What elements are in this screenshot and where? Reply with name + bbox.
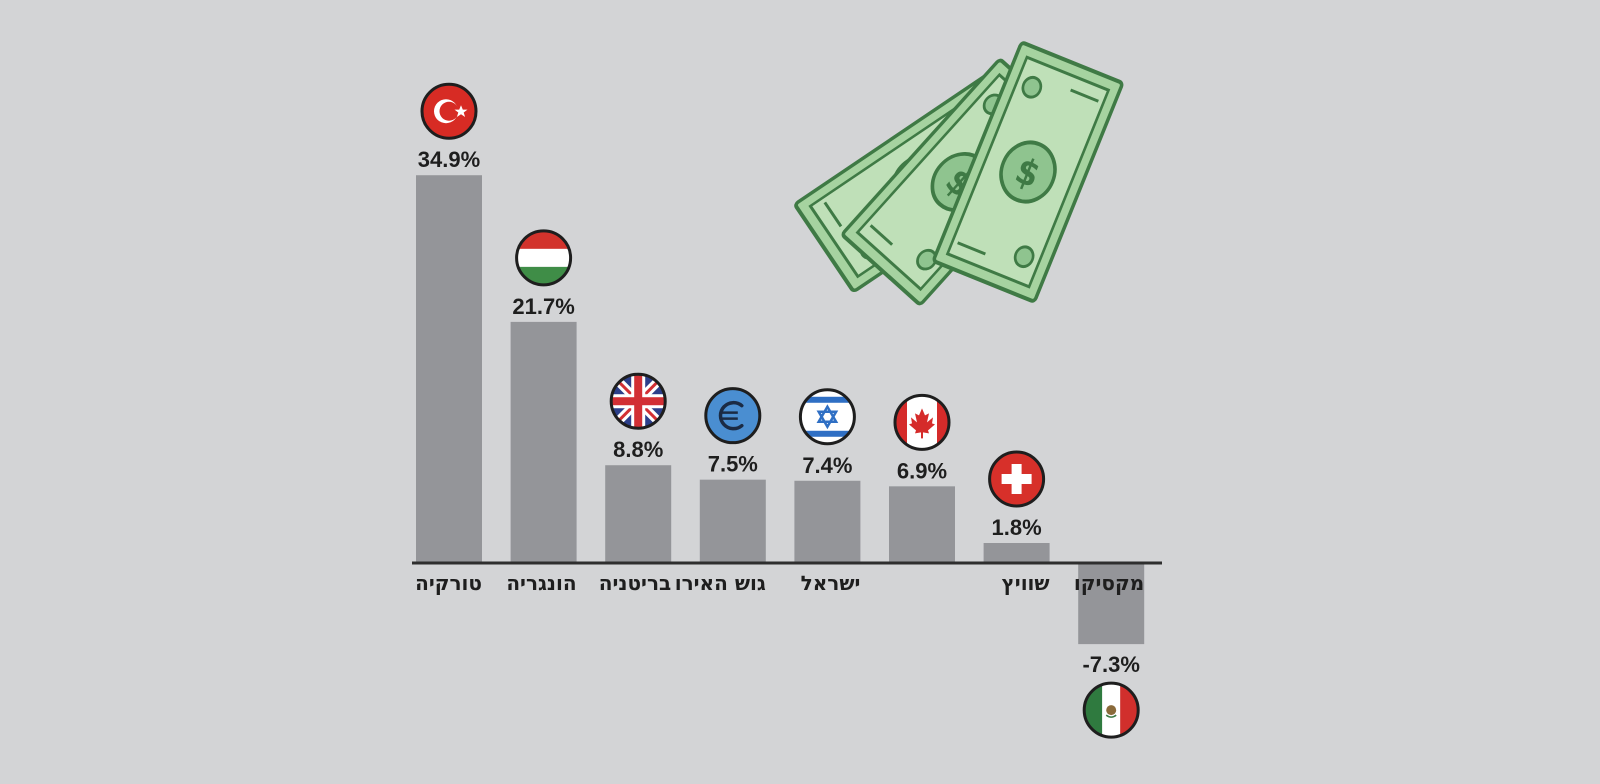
bar-3 bbox=[699, 479, 766, 563]
canada-flag-5 bbox=[893, 393, 951, 451]
bar-2 bbox=[605, 465, 672, 563]
category-label-2: בריטניה bbox=[599, 571, 671, 595]
category-label-1: הונגריה bbox=[506, 571, 576, 595]
category-label-7: מקסיקו bbox=[1074, 571, 1144, 595]
value-label-5: 6.9% bbox=[897, 458, 947, 483]
bars-layer: 34.9% טורקיה 21.7% הונגריה 8.8% בריטניה 7.5% גו… bbox=[415, 82, 1145, 739]
switzerland-flag-6 bbox=[988, 450, 1046, 508]
value-label-6: 1.8% bbox=[992, 515, 1042, 540]
category-label-3: גוש האירו bbox=[675, 571, 766, 595]
hungary-flag-1 bbox=[515, 229, 573, 287]
bar-4 bbox=[794, 480, 861, 563]
value-label-7: -7.3% bbox=[1082, 652, 1139, 677]
category-label-4: ישראל bbox=[801, 571, 861, 595]
value-label-1: 21.7% bbox=[512, 294, 574, 319]
value-label-4: 7.4% bbox=[802, 453, 852, 478]
category-label-6: שוויץ bbox=[1002, 571, 1050, 595]
mexico-flag-7 bbox=[1082, 681, 1140, 739]
bar-6 bbox=[983, 543, 1050, 563]
uk-flag-2 bbox=[609, 372, 667, 430]
category-label-0: טורקיה bbox=[415, 571, 482, 595]
bar-7 bbox=[1078, 563, 1145, 645]
dollar-bills-icon bbox=[792, 40, 1125, 307]
value-label-3: 7.5% bbox=[708, 452, 758, 477]
bar-1 bbox=[510, 321, 577, 563]
bar-0 bbox=[416, 175, 482, 563]
euro-symbol-3 bbox=[704, 387, 762, 445]
value-label-0: 34.9% bbox=[418, 147, 480, 172]
value-label-2: 8.8% bbox=[613, 437, 663, 462]
bar-5 bbox=[889, 486, 955, 563]
israel-flag-4 bbox=[798, 388, 856, 446]
turkey-flag-0 bbox=[420, 82, 478, 140]
